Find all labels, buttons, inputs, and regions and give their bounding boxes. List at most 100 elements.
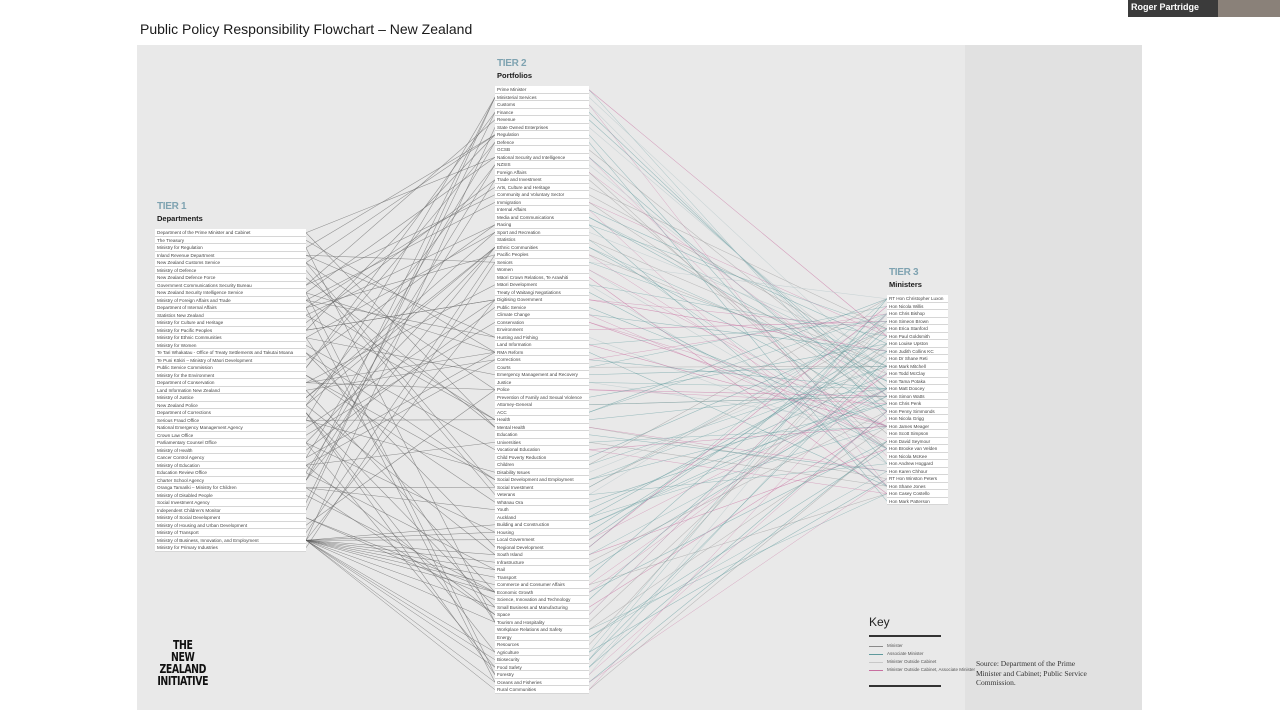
nz-initiative-logo: THE NEW ZEALAND INITIATIVE xyxy=(157,639,208,687)
minister-item: Hon Tama Potaka xyxy=(887,378,948,385)
portfolio-item: Justice xyxy=(495,379,589,386)
portfolio-item: Science, Innovation and Technology xyxy=(495,596,589,604)
connection-line xyxy=(588,441,888,690)
department-item: Ministry of Disabled People xyxy=(155,492,306,499)
participant-video xyxy=(1218,0,1280,17)
connection-line xyxy=(305,532,496,541)
connection-line xyxy=(305,345,496,450)
portfolio-item: Community and Voluntary Sector xyxy=(495,191,589,199)
portfolio-item: State Owned Enterprises xyxy=(495,124,589,131)
portfolio-item: RMA Reform xyxy=(495,349,589,356)
connection-line xyxy=(305,164,496,406)
portfolio-item: Climate Change xyxy=(495,311,589,319)
portfolio-item: Prevention of Family and Sexual Violence xyxy=(495,394,589,401)
connection-line xyxy=(305,540,496,683)
portfolio-item: Ethnic Communities xyxy=(495,244,589,251)
portfolio-item: Rural Communities xyxy=(495,686,589,694)
connection-line xyxy=(588,441,888,593)
portfolio-item: Vocational Education xyxy=(495,446,589,454)
key-bottom-rule xyxy=(869,685,941,687)
minister-item: Hon Matt Doocey xyxy=(887,385,948,393)
connection-line xyxy=(588,298,888,653)
department-item: Department of the Prime Minister and Cab… xyxy=(155,229,306,237)
minister-item: Hon Scott Simpson xyxy=(887,430,948,438)
connection-line xyxy=(588,247,888,412)
portfolio-item: Auckland xyxy=(495,514,589,521)
portfolio-item: Mental Health xyxy=(495,424,589,431)
connection-line xyxy=(305,539,496,541)
portfolio-item: Building and Construction xyxy=(495,521,589,529)
source-note: Source: Department of the Prime Minister… xyxy=(976,659,1087,687)
connection-line xyxy=(588,89,888,337)
key-swatch xyxy=(869,646,883,647)
connection-line xyxy=(305,97,496,511)
connection-line xyxy=(588,104,888,487)
connection-line xyxy=(305,247,496,398)
video-thumbnail[interactable]: Roger Partridge xyxy=(1128,0,1280,17)
portfolio-item: Hunting and Fishing xyxy=(495,334,589,341)
department-item: Land Information New Zealand xyxy=(155,387,306,394)
connection-line xyxy=(588,343,888,398)
department-item: Inland Revenue Department xyxy=(155,252,306,259)
connection-line xyxy=(305,540,496,570)
connection-line xyxy=(588,298,888,548)
portfolio-item: Defence xyxy=(495,139,589,146)
department-item: Department of Internal Affairs xyxy=(155,304,306,312)
minister-item: Hon Louise Upston xyxy=(887,340,948,348)
connection-line xyxy=(305,292,496,675)
logo-line-2: NEW ZEALAND xyxy=(159,650,206,676)
key-entry: Associate Minister xyxy=(869,651,949,657)
connection-line xyxy=(305,540,496,555)
tier1-departments-list: Department of the Prime Minister and Cab… xyxy=(155,229,306,552)
connection-line xyxy=(588,365,888,368)
connection-line xyxy=(305,187,496,308)
logo-line-1: THE xyxy=(173,638,193,652)
connection-line xyxy=(305,134,496,331)
connection-line xyxy=(305,419,496,473)
connection-line xyxy=(305,337,496,376)
portfolio-item: Commerce and Consumer Affairs xyxy=(495,581,589,589)
connection-line xyxy=(588,142,888,502)
department-item: Parliamentary Counsel Office xyxy=(155,439,306,447)
connection-line xyxy=(588,388,888,526)
connection-line xyxy=(305,97,496,481)
department-item: Te Puni Kōkiri – Ministry of Māori Devel… xyxy=(155,357,306,364)
key-label: Associate Minister xyxy=(887,651,924,656)
portfolio-item: Biosecurity xyxy=(495,656,589,664)
key-swatch xyxy=(869,654,883,655)
minister-item: Hon Paul Goldsmith xyxy=(887,333,948,340)
connection-line xyxy=(305,441,496,466)
connection-line xyxy=(588,418,888,608)
connection-line xyxy=(588,350,888,473)
portfolio-item: Universities xyxy=(495,439,589,446)
department-item: Social Investment Agency xyxy=(155,499,306,507)
department-item: New Zealand Police xyxy=(155,402,306,409)
key-entry: Minister Outside Cabinet xyxy=(869,659,949,665)
portfolio-item: Digitising Government xyxy=(495,296,589,304)
connection-line xyxy=(305,540,496,653)
portfolio-item: Resources xyxy=(495,641,589,649)
connection-line xyxy=(305,232,496,398)
connection-line xyxy=(305,134,496,263)
tier2-number: TIER 2 xyxy=(497,58,527,69)
connection-line xyxy=(305,134,496,248)
connection-line xyxy=(305,495,496,593)
portfolio-item: Social Development and Employment xyxy=(495,476,589,484)
minister-item: Hon Andrew Hoggard xyxy=(887,460,948,468)
minister-item: Hon Simon Watts xyxy=(887,393,948,400)
portfolio-item: Racing xyxy=(495,221,589,229)
portfolio-item: Māori Crown Relations, Te Arawhiti xyxy=(495,274,589,281)
connection-line xyxy=(588,328,888,488)
minister-item: Hon David Seymour xyxy=(887,438,948,445)
portfolio-item: Foreign Affairs xyxy=(495,169,589,176)
portfolio-item: Small Business and Manufacturing xyxy=(495,604,589,611)
connection-line xyxy=(588,314,888,442)
connection-line xyxy=(305,540,496,563)
connection-line xyxy=(588,224,888,329)
portfolio-item: Whānau Ora xyxy=(495,499,589,506)
portfolio-item: Disability Issues xyxy=(495,469,589,476)
portfolio-item: Energy xyxy=(495,634,589,641)
connection-line xyxy=(588,239,888,449)
connection-line xyxy=(588,411,888,675)
connection-line xyxy=(305,359,496,391)
